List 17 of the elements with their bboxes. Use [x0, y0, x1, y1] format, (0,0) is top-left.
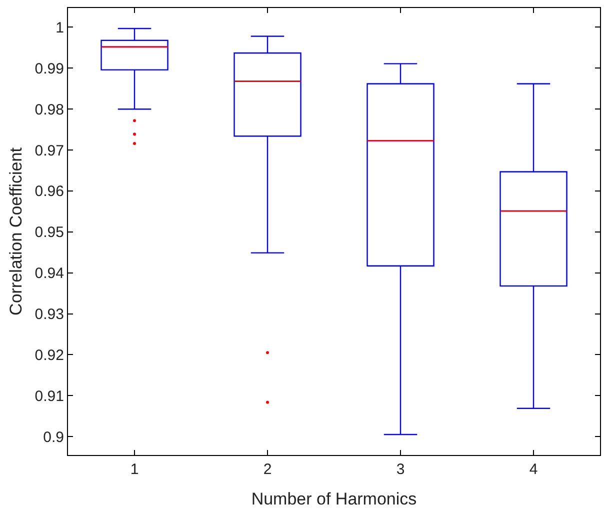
x-axis-title: Number of Harmonics	[251, 489, 417, 508]
y-tick-label: 0.9	[43, 428, 64, 446]
x-tick-label: 1	[130, 461, 139, 478]
y-tick-label: 0.97	[34, 142, 64, 160]
y-tick-label: 0.93	[34, 306, 64, 324]
y-axis-title: Correlation Coefficient	[6, 147, 26, 316]
y-tick-label: 0.95	[34, 224, 64, 242]
x-tick-label: 4	[529, 461, 538, 478]
y-tick-label: 0.91	[34, 388, 64, 405]
x-tick-label: 2	[263, 461, 272, 478]
y-tick-label: 0.99	[34, 60, 64, 78]
y-tick-label: 0.98	[34, 101, 64, 118]
y-tick-label: 0.92	[34, 346, 64, 364]
y-tick-label: 0.96	[34, 183, 64, 200]
x-tick-label: 3	[396, 461, 405, 478]
y-tick-label: 1	[56, 19, 64, 36]
y-tick-label: 0.94	[34, 265, 64, 282]
